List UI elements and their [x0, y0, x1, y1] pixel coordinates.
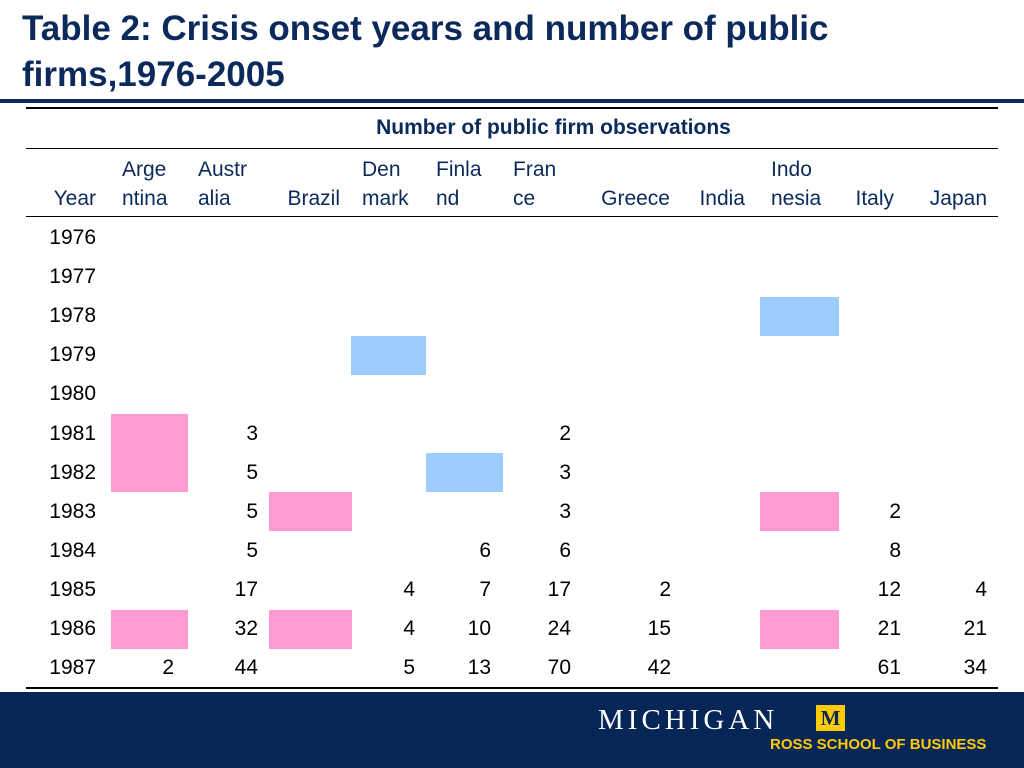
- table-cell: 13: [467, 656, 491, 680]
- table-cell: 34: [963, 656, 987, 680]
- column-header: nd: [436, 187, 460, 210]
- row-year: 1983: [49, 499, 96, 523]
- row-year: 1979: [49, 343, 96, 367]
- column-header-line1: Finla: [436, 158, 482, 181]
- table-cell: 5: [403, 656, 415, 680]
- table-cell: 4: [403, 577, 415, 601]
- table-cell: 6: [559, 538, 571, 562]
- table-cell: 3: [559, 460, 571, 484]
- table-cell: 61: [877, 656, 901, 680]
- column-header-rule: [26, 216, 998, 217]
- row-year: 1977: [49, 265, 96, 289]
- footer-bar: [0, 692, 1024, 768]
- crisis-onset-highlight: [269, 609, 352, 649]
- data-table: Number of public firm observations Year A…: [26, 107, 998, 690]
- crisis-onset-highlight: [351, 335, 426, 375]
- column-header: India: [699, 187, 745, 210]
- table-cell: 4: [403, 617, 415, 640]
- column-header-line1: Arge: [122, 158, 167, 181]
- table-cell: 2: [162, 656, 174, 680]
- table-cell: 6: [479, 538, 491, 562]
- column-header: ntina: [122, 187, 168, 210]
- crisis-onset-highlight: [760, 296, 839, 336]
- table-cell: 44: [234, 656, 258, 680]
- column-header: nesia: [771, 187, 822, 210]
- row-year: 1984: [49, 538, 96, 562]
- table-cell: 24: [547, 617, 571, 640]
- table-cell: 17: [234, 577, 258, 601]
- column-header: ce: [513, 187, 536, 210]
- michigan-wordmark: MICHIGAN: [598, 704, 779, 736]
- row-year: 1987: [49, 656, 96, 680]
- title-divider: [0, 99, 1024, 103]
- table-cell: 2: [889, 499, 901, 523]
- row-year: 1986: [49, 617, 96, 640]
- ross-school-label: ROSS SCHOOL OF BUSINESS: [770, 736, 987, 753]
- crisis-onset-highlight: [269, 492, 352, 532]
- column-header-line1: Austr: [198, 158, 248, 181]
- table-cell: 3: [246, 421, 258, 445]
- row-year: 1981: [49, 421, 96, 445]
- table-cell: 21: [963, 617, 987, 640]
- row-year: 1985: [49, 577, 96, 601]
- table-cell: 2: [659, 577, 671, 601]
- crisis-onset-highlight: [111, 609, 188, 649]
- column-header: Year: [53, 187, 96, 210]
- table-cell: 12: [877, 577, 901, 601]
- crisis-onset-highlight: [760, 492, 839, 532]
- block-m-logo: M: [816, 705, 845, 731]
- row-year: 1980: [49, 382, 96, 406]
- column-header: Japan: [929, 187, 987, 210]
- column-header-line1: Indo: [771, 158, 812, 181]
- column-header-line1: Fran: [513, 158, 557, 181]
- table-cell: 70: [547, 656, 571, 680]
- column-header-line1: Den: [362, 158, 401, 181]
- table-bottom-rule: [26, 687, 998, 689]
- column-header: Italy: [855, 187, 894, 210]
- table-cell: 5: [246, 499, 258, 523]
- table-cell: 5: [246, 538, 258, 562]
- table-cell: 8: [889, 538, 901, 562]
- group-header: Number of public firm observations: [376, 116, 731, 139]
- table-cell: 15: [647, 617, 671, 640]
- crisis-onset-highlight: [111, 414, 188, 453]
- row-year: 1982: [49, 460, 96, 484]
- column-header: alia: [198, 187, 231, 210]
- row-year: 1976: [49, 226, 96, 249]
- crisis-onset-highlight: [760, 609, 839, 649]
- column-header: Brazil: [287, 187, 340, 210]
- table-cell: 21: [877, 617, 901, 640]
- crisis-onset-highlight: [426, 453, 503, 493]
- table-cell: 17: [547, 577, 571, 601]
- column-header: mark: [362, 187, 409, 210]
- table-cell: 10: [467, 617, 491, 640]
- table-cell: 2: [559, 421, 571, 445]
- row-year: 1978: [49, 304, 96, 328]
- table-cell: 4: [975, 577, 987, 601]
- slide-title: Table 2: Crisis onset years and number o…: [22, 9, 829, 94]
- crisis-onset-highlight: [111, 453, 188, 493]
- table-cell: 5: [246, 460, 258, 484]
- table-cell: 42: [647, 656, 671, 680]
- table-cell: 7: [479, 577, 491, 601]
- block-m-letter: M: [820, 705, 841, 730]
- column-header: Greece: [601, 187, 670, 210]
- table-cell: 3: [559, 499, 571, 523]
- table-cell: 32: [234, 617, 258, 640]
- group-header-rule: [26, 148, 998, 149]
- table-top-rule: [26, 107, 998, 109]
